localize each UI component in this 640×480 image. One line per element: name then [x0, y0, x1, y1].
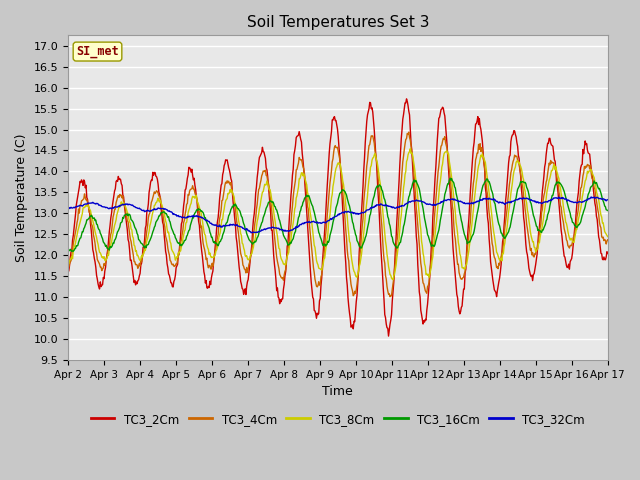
TC3_16Cm	[185, 228, 193, 233]
TC3_4Cm	[386, 294, 394, 300]
TC3_8Cm	[604, 234, 612, 240]
TC3_8Cm	[74, 228, 82, 234]
TC3_4Cm	[184, 192, 192, 197]
TC3_2Cm	[213, 226, 221, 231]
TC3_16Cm	[68, 249, 76, 254]
Line: TC3_8Cm: TC3_8Cm	[68, 149, 608, 280]
TC3_32Cm	[213, 223, 221, 228]
TC3_32Cm	[404, 200, 412, 206]
TC3_8Cm	[213, 247, 221, 253]
TC3_16Cm	[604, 208, 612, 214]
Line: TC3_2Cm: TC3_2Cm	[68, 99, 608, 336]
TC3_4Cm	[404, 132, 412, 137]
TC3_8Cm	[129, 235, 137, 241]
TC3_32Cm	[420, 199, 428, 205]
TC3_16Cm	[446, 175, 454, 181]
TC3_2Cm	[184, 172, 192, 178]
Line: TC3_32Cm: TC3_32Cm	[68, 197, 608, 233]
TC3_2Cm	[420, 319, 428, 325]
TC3_8Cm	[404, 152, 412, 158]
TC3_32Cm	[604, 197, 612, 203]
TC3_16Cm	[404, 198, 412, 204]
TC3_2Cm	[385, 333, 392, 339]
TC3_8Cm	[406, 146, 414, 152]
TC3_32Cm	[129, 203, 137, 209]
TC3_4Cm	[74, 216, 82, 222]
TC3_32Cm	[64, 205, 72, 211]
TC3_16Cm	[214, 242, 221, 248]
TC3_2Cm	[604, 251, 612, 256]
TC3_4Cm	[64, 265, 72, 271]
TC3_32Cm	[184, 215, 192, 220]
TC3_2Cm	[129, 275, 137, 280]
TC3_2Cm	[403, 96, 410, 102]
X-axis label: Time: Time	[323, 385, 353, 398]
TC3_8Cm	[184, 210, 192, 216]
TC3_32Cm	[74, 204, 82, 209]
Legend: TC3_2Cm, TC3_4Cm, TC3_8Cm, TC3_16Cm, TC3_32Cm: TC3_2Cm, TC3_4Cm, TC3_8Cm, TC3_16Cm, TC3…	[86, 408, 589, 431]
Title: Soil Temperatures Set 3: Soil Temperatures Set 3	[246, 15, 429, 30]
TC3_4Cm	[405, 129, 413, 135]
Line: TC3_16Cm: TC3_16Cm	[68, 178, 608, 252]
TC3_8Cm	[420, 261, 428, 267]
TC3_32Cm	[588, 194, 595, 200]
TC3_32Cm	[247, 230, 255, 236]
TC3_4Cm	[420, 285, 428, 290]
Line: TC3_4Cm: TC3_4Cm	[68, 132, 608, 297]
Y-axis label: Soil Temperature (C): Soil Temperature (C)	[15, 133, 28, 262]
TC3_2Cm	[64, 268, 72, 274]
TC3_4Cm	[129, 252, 137, 258]
TC3_16Cm	[75, 240, 83, 245]
TC3_16Cm	[420, 210, 428, 216]
TC3_16Cm	[64, 248, 72, 253]
TC3_8Cm	[389, 277, 397, 283]
TC3_4Cm	[604, 237, 612, 242]
TC3_16Cm	[130, 222, 138, 228]
TC3_2Cm	[405, 108, 413, 114]
TC3_8Cm	[64, 260, 72, 265]
TC3_4Cm	[213, 240, 221, 245]
TC3_2Cm	[74, 193, 82, 199]
Text: SI_met: SI_met	[76, 45, 119, 58]
